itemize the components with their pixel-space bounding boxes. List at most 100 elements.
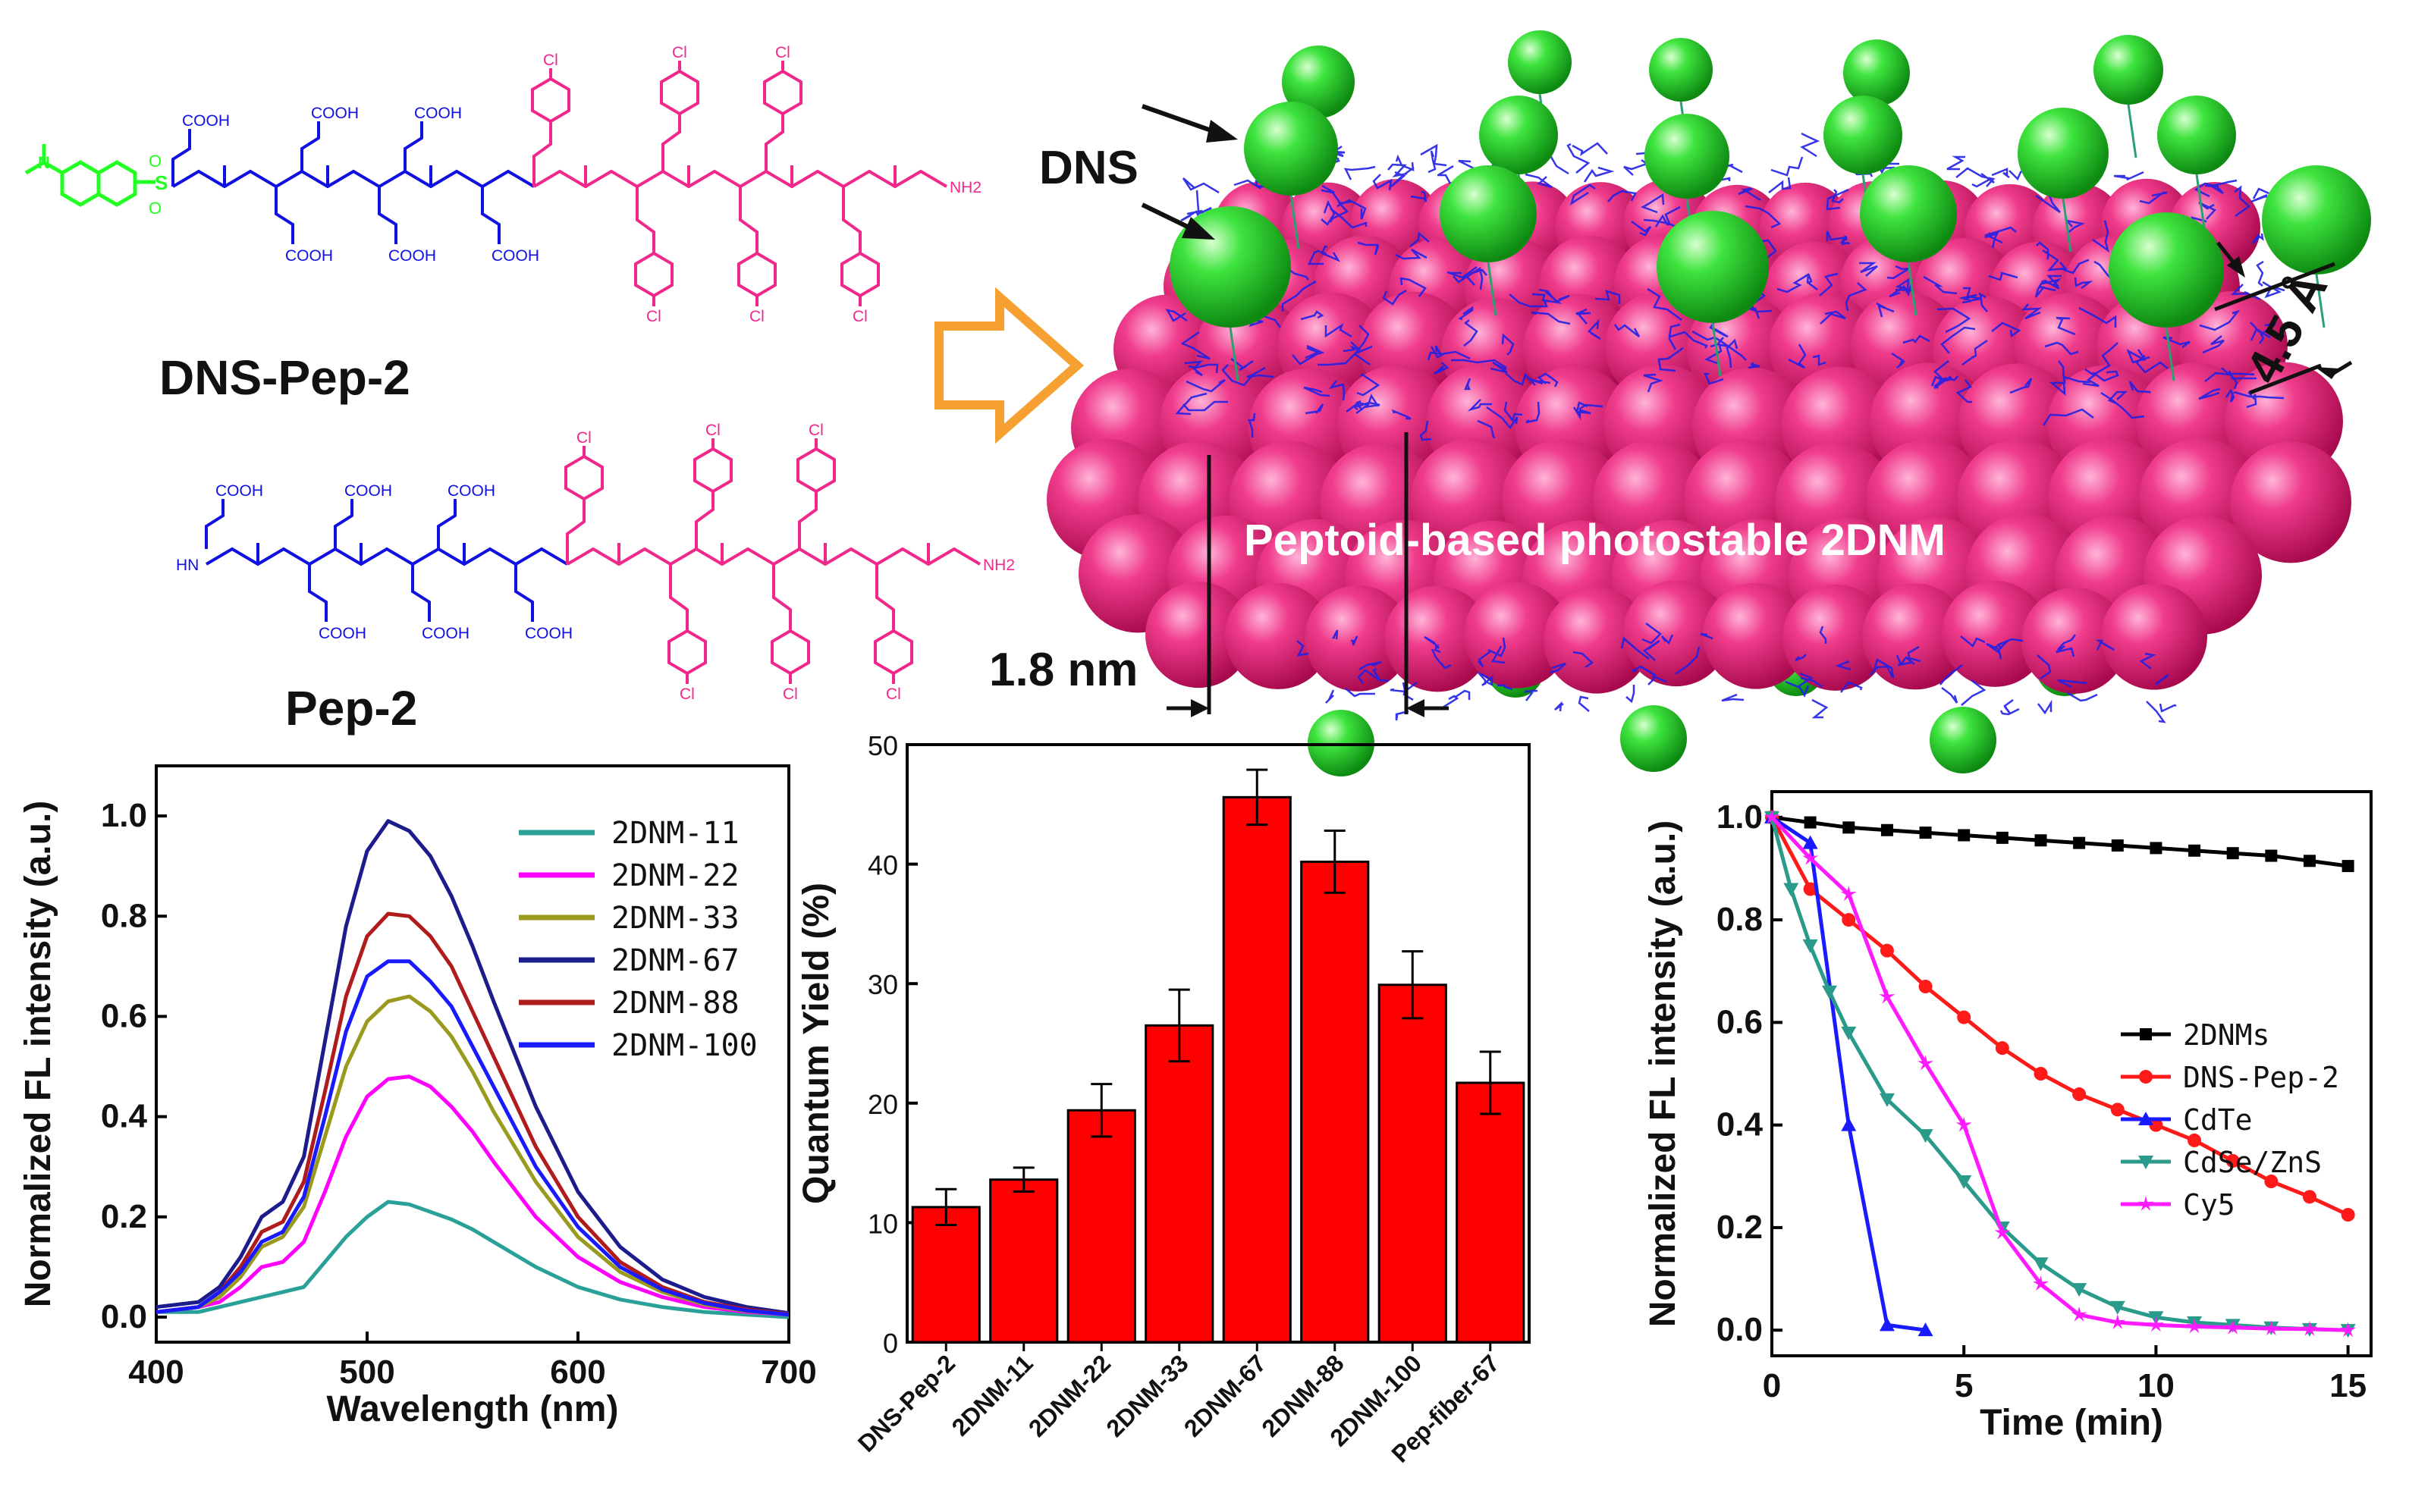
cooh-label: COOH bbox=[525, 625, 573, 642]
dansyl-group: N S O O bbox=[24, 144, 168, 218]
category-label: DNS-Pep-2 bbox=[853, 1349, 960, 1457]
peptoid-sphere bbox=[1305, 585, 1411, 692]
category-label: 2DNM-33 bbox=[1101, 1349, 1193, 1441]
marker-square bbox=[2226, 847, 2239, 860]
y-tick-label: 50 bbox=[868, 730, 898, 761]
marker-square bbox=[2341, 860, 2354, 873]
marker-star bbox=[1955, 1116, 1972, 1132]
chemical-structures: N S O O bbox=[24, 44, 1015, 736]
assembly-arrow bbox=[934, 287, 1085, 444]
thickness-arrowhead-right bbox=[1406, 699, 1424, 717]
y-tick-label: 0.2 bbox=[101, 1198, 147, 1235]
y-tick-label: 0.8 bbox=[1716, 901, 1763, 938]
photostability-chart: 0 5 10 15 0.0 0.2 0.4 0.6 0.8 1.0 Time (min) Normal… bbox=[1643, 790, 2373, 1443]
dns-tether bbox=[1289, 195, 1300, 249]
marker-star bbox=[1764, 808, 1780, 824]
spacing-arrow-top bbox=[2216, 241, 2236, 265]
marker-circle bbox=[2034, 1067, 2048, 1081]
x-tick-label: 500 bbox=[339, 1354, 394, 1391]
dansyl-s-atom: S bbox=[155, 171, 168, 194]
peptoid-sphere bbox=[1384, 585, 1490, 692]
dns-sphere bbox=[1860, 165, 1957, 262]
marker-triangle-up bbox=[1879, 1317, 1895, 1332]
series-line-2DNMs bbox=[1771, 815, 2348, 868]
legend-label: CdTe bbox=[2183, 1103, 2253, 1137]
dns-tether bbox=[2315, 274, 2326, 328]
cl-label: Cl bbox=[775, 44, 790, 61]
dns-arrowhead-upper bbox=[1206, 120, 1238, 143]
marker-star bbox=[2033, 1275, 2049, 1291]
y-tick-label: 0.4 bbox=[1716, 1106, 1764, 1143]
dns-sphere bbox=[1440, 165, 1537, 262]
series-line-2DNM-100 bbox=[155, 959, 790, 1317]
cooh-label: COOH bbox=[388, 247, 436, 265]
cooh-label: COOH bbox=[344, 482, 392, 500]
marker-star bbox=[1802, 849, 1819, 865]
y-tick-label: 30 bbox=[868, 969, 898, 1000]
marker-square bbox=[2034, 834, 2047, 847]
cooh-label: COOH bbox=[448, 482, 495, 500]
dns-tether bbox=[2195, 174, 2206, 228]
marker-triangle-down bbox=[1841, 1026, 1857, 1040]
marker-triangle-down bbox=[1917, 1129, 1933, 1143]
bar bbox=[1222, 795, 1292, 1344]
marker-triangle-up bbox=[1802, 835, 1818, 849]
dns-tether bbox=[2062, 198, 2072, 253]
nh2-label: NH2 bbox=[983, 557, 1015, 574]
y-tick-label: 0.4 bbox=[101, 1098, 148, 1135]
dns-sphere bbox=[2157, 96, 2236, 174]
cooh-label: COOH bbox=[285, 247, 333, 265]
marker-star bbox=[2186, 1318, 2203, 1334]
y-tick-label: 0 bbox=[883, 1328, 898, 1359]
dns-sphere-bottom bbox=[1930, 707, 1996, 773]
cl-label: Cl bbox=[705, 422, 721, 439]
peptoid-sphere bbox=[2101, 583, 2207, 690]
legend-label: CdSe/ZnS bbox=[2183, 1146, 2322, 1179]
y-tick-label: 0.6 bbox=[101, 997, 147, 1034]
marker-circle bbox=[1880, 943, 1894, 958]
peptoid-sphere bbox=[1862, 583, 1968, 690]
dns-callout: DNS bbox=[1039, 142, 1139, 194]
marker-square bbox=[2265, 849, 2278, 862]
cl-label: Cl bbox=[886, 685, 901, 703]
y-tick-label: 0.2 bbox=[1716, 1209, 1763, 1246]
marker-circle bbox=[2188, 1133, 2202, 1147]
marker-star bbox=[2071, 1306, 2087, 1322]
x-axis-label: Time (min) bbox=[1980, 1403, 2163, 1443]
membrane-model bbox=[1047, 30, 2371, 776]
cooh-label: COOH bbox=[319, 625, 366, 642]
y-tick-label: 20 bbox=[868, 1089, 898, 1120]
legend-label: 2DNM-88 bbox=[611, 986, 740, 1021]
y-axis-label: Normalized FL intensity (a.u.) bbox=[1643, 820, 1683, 1328]
marker-circle bbox=[2110, 1103, 2125, 1117]
marker-circle bbox=[2225, 1153, 2240, 1168]
marker-star bbox=[1994, 1224, 2011, 1240]
y-axis-label: Normalized FL intensity (a.u.) bbox=[18, 801, 58, 1308]
marker-triangle-down bbox=[2109, 1300, 2125, 1315]
fl-spectra-chart: 400 500 600 700 0.0 0.2 0.4 0.6 0.8 1.0 Wavelength… bbox=[18, 764, 817, 1429]
series-line-2DNM-11 bbox=[156, 1200, 790, 1319]
dns-sphere bbox=[1479, 96, 1558, 174]
dns-sphere-bottom bbox=[1620, 705, 1687, 772]
series-line-2DNM-67 bbox=[155, 819, 790, 1316]
dns-tether bbox=[1711, 322, 1722, 377]
dns-sphere bbox=[1282, 45, 1355, 118]
y-tick-label: 10 bbox=[868, 1208, 898, 1239]
dns-sphere bbox=[1508, 30, 1572, 94]
marker-circle bbox=[1842, 913, 1856, 927]
dns-arrowhead-lower bbox=[1182, 217, 1215, 240]
marker-triangle-down bbox=[1821, 985, 1837, 999]
marker-star bbox=[2301, 1320, 2318, 1336]
series-line-Cy5 bbox=[1770, 816, 2348, 1332]
marker-square bbox=[1996, 831, 2009, 844]
peptoid-sphere bbox=[1464, 582, 1570, 689]
y-tick-label: 0.0 bbox=[101, 1298, 147, 1335]
peptoid-sphere bbox=[2230, 441, 2351, 563]
pep2-atom-labels: COOH COOH COOH COOH COOH COOH NH2 Cl Cl … bbox=[215, 422, 1015, 703]
dns-pep2-backbone bbox=[171, 61, 948, 306]
marker-circle bbox=[2139, 1070, 2153, 1084]
marker-square bbox=[2188, 844, 2201, 857]
